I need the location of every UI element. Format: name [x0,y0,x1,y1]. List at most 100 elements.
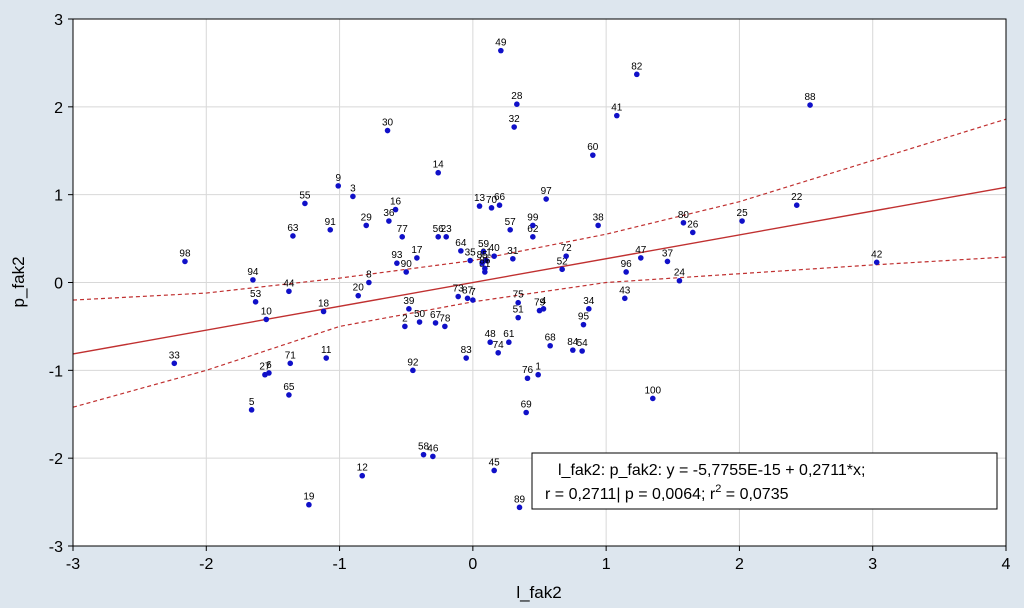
data-point-33 [171,360,178,367]
data-point-39 [406,306,412,312]
regression-annotation-box: l_fak2: p_fak2: y = -5,7755E-15 + 0,2711… [531,452,998,510]
point-label-50: 50 [414,309,426,320]
data-point-55 [302,200,308,207]
data-point-75 [515,299,521,306]
point-label-13: 13 [474,193,486,204]
data-point-45 [491,467,497,474]
point-label-89: 89 [514,494,526,505]
data-point-13 [476,203,483,209]
data-point-88 [807,102,813,108]
point-label-12: 12 [357,463,369,474]
data-point-14 [435,169,442,176]
point-label-81: 81 [479,259,491,270]
data-point-82 [633,71,640,78]
point-label-80: 80 [678,210,690,221]
plot-border [72,18,1007,547]
y-tick-label: 3 [54,12,63,29]
annotation-frame [531,452,998,510]
point-label-78: 78 [439,313,451,324]
point-label-67: 67 [430,310,442,321]
data-point-57 [507,227,513,233]
data-point-61 [506,339,512,346]
point-label-49: 49 [495,38,507,49]
data-point-16 [392,206,399,213]
point-label-6: 6 [266,360,272,371]
data-point-52 [559,266,565,273]
data-point-28 [514,101,520,107]
point-label-40: 40 [489,243,501,254]
data-point-94 [250,277,256,283]
data-point-96 [623,269,629,275]
data-point-83 [463,355,469,361]
x-tick-label: 1 [602,556,611,573]
data-point-19 [306,501,312,508]
data-point-100 [649,395,656,402]
data-point-74 [495,349,501,356]
data-point-17 [414,255,420,261]
point-label-68: 68 [545,333,557,344]
data-point-18 [320,308,327,315]
data-point-32 [511,124,517,130]
data-point-69 [523,409,529,416]
y-tick-label: -2 [49,451,63,468]
regression-line [72,186,1007,355]
point-label-35: 35 [465,248,477,259]
point-label-52: 52 [557,256,569,267]
point-label-79: 79 [534,298,546,309]
data-point-97 [543,196,549,202]
point-label-7: 7 [470,287,476,298]
data-point-44 [286,288,292,295]
data-point-63 [290,233,296,239]
regression-fit-line [72,186,1007,355]
data-point-21 [483,257,489,264]
point-label-43: 43 [619,285,631,296]
point-label-14: 14 [433,160,445,171]
point-label-36: 36 [383,208,395,219]
point-label-93: 93 [391,250,403,261]
data-points: 1234567891011121314161718192021222324252… [169,38,883,511]
data-point-85 [479,260,485,266]
confidence-band [72,118,1007,408]
data-point-71 [287,360,294,367]
data-point-27 [262,371,268,378]
data-point-67 [432,320,439,326]
data-point-31 [510,255,516,262]
data-point-84 [570,347,576,353]
data-point-78 [442,323,448,330]
data-point-65 [286,392,292,398]
data-point-24 [676,277,683,284]
point-label-25: 25 [737,208,749,219]
data-point-11 [323,355,330,361]
data-point-20 [355,292,362,299]
annotation-line-1: l_fak2: p_fak2: y = -5,7755E-15 + 0,2711… [558,462,865,479]
data-point-34 [586,306,592,312]
data-point-23 [443,234,450,240]
data-point-30 [384,127,391,134]
point-label-53: 53 [250,289,262,300]
data-point-46 [430,453,436,460]
data-point-8 [366,279,372,286]
point-label-55: 55 [299,190,311,201]
data-point-5 [248,407,255,413]
data-point-37 [664,258,671,265]
data-point-76 [524,375,531,382]
point-label-82: 82 [631,61,643,72]
point-label-30: 30 [382,118,394,129]
point-label-41: 41 [611,103,623,114]
confidence-upper-line [72,118,1007,301]
data-point-58 [420,451,427,458]
data-point-98 [182,258,188,265]
point-label-29: 29 [361,212,373,223]
annotation-line-2: r = 0,2711| p = 0,0064; r2 = 0,0735 [545,483,789,503]
data-point-1 [535,371,541,378]
data-point-12 [359,472,366,479]
point-label-72: 72 [561,243,573,254]
point-label-75: 75 [513,290,525,301]
y-tick-label: -1 [49,363,63,380]
data-point-95 [580,321,587,328]
data-point-91 [327,227,334,233]
data-point-22 [793,202,800,209]
point-label-1: 1 [535,362,541,373]
data-point-43 [622,295,628,302]
